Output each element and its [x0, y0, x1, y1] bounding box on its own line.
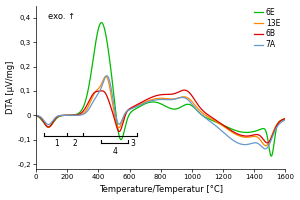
- 13E: [34, 114, 38, 117]
- Y-axis label: DTA [µV/mg]: DTA [µV/mg]: [6, 61, 15, 114]
- 6B: [34, 114, 38, 117]
- 6E: [130, 110, 134, 113]
- 6E: [279, 119, 283, 122]
- 6B: [130, 106, 134, 109]
- 6E: [141, 104, 144, 106]
- 6E: [100, 21, 103, 24]
- 7A: [141, 103, 144, 105]
- Line: 6B: 6B: [36, 90, 285, 143]
- Legend: 6E, 13E, 6B, 7A: 6E, 13E, 6B, 7A: [253, 6, 282, 51]
- 6E: [63, 114, 66, 117]
- Text: exo. ↑: exo. ↑: [48, 12, 76, 21]
- 6B: [63, 114, 66, 117]
- 6E: [77, 112, 81, 114]
- 6B: [252, 134, 256, 136]
- 7A: [263, 148, 267, 150]
- 7A: [63, 114, 66, 117]
- 7A: [77, 114, 81, 116]
- 6E: [284, 118, 287, 120]
- 13E: [130, 107, 134, 109]
- 13E: [284, 117, 287, 120]
- 13E: [63, 114, 66, 117]
- 6B: [77, 113, 81, 115]
- 7A: [130, 107, 134, 110]
- 6B: [182, 89, 186, 91]
- 6B: [266, 142, 269, 144]
- Line: 6E: 6E: [36, 23, 285, 156]
- 13E: [279, 119, 283, 122]
- 6E: [34, 115, 38, 117]
- 13E: [141, 102, 144, 104]
- Text: 2: 2: [73, 139, 77, 148]
- 13E: [77, 114, 81, 116]
- 7A: [284, 119, 287, 121]
- 7A: [252, 142, 256, 144]
- 13E: [252, 135, 256, 138]
- 7A: [34, 114, 38, 117]
- Text: 4: 4: [112, 147, 117, 156]
- 13E: [104, 75, 108, 78]
- 6E: [269, 155, 273, 157]
- 6E: [252, 130, 256, 133]
- Line: 7A: 7A: [36, 76, 285, 149]
- 6B: [279, 120, 283, 122]
- 13E: [264, 145, 268, 147]
- X-axis label: Temperature/Temperatur [°C]: Temperature/Temperatur [°C]: [99, 185, 223, 194]
- Line: 13E: 13E: [36, 76, 285, 146]
- 7A: [279, 121, 283, 124]
- Text: 3: 3: [130, 139, 135, 148]
- Text: 1: 1: [54, 139, 58, 148]
- 7A: [105, 75, 109, 77]
- 6B: [141, 101, 144, 103]
- 6B: [284, 117, 287, 120]
